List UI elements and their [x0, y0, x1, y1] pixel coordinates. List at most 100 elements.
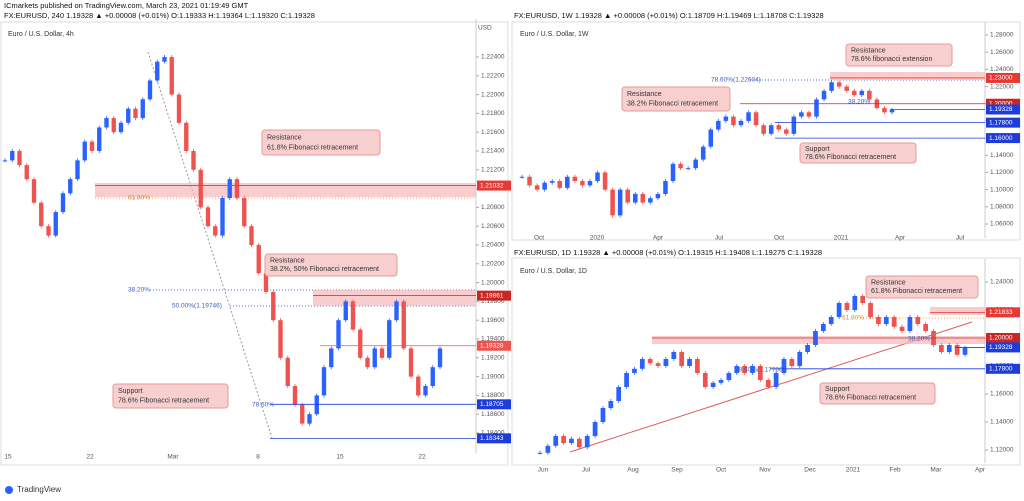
price-label: 1.20000	[989, 100, 1013, 107]
price-label: 1.19328	[480, 342, 504, 349]
price-label-bg	[986, 117, 1020, 128]
chart-header: FX:EURUSD, 240 1.19328 ▲ +0.00008 (+0.01…	[4, 11, 315, 20]
y-tick-label: 1.28000	[990, 32, 1014, 39]
x-tick-label: 22	[418, 454, 426, 461]
fib-label: 38.20%	[908, 336, 930, 343]
candle	[829, 82, 834, 91]
candle	[671, 352, 677, 360]
candle	[542, 182, 547, 190]
candle	[746, 112, 751, 121]
candle	[198, 169, 203, 208]
y-tick-label: 1.22200	[481, 72, 505, 79]
candle	[773, 373, 779, 388]
candle	[576, 438, 582, 448]
candle	[679, 352, 685, 367]
candle	[350, 301, 356, 330]
candle	[321, 367, 327, 396]
annotation-title: Resistance	[627, 91, 662, 98]
y-tick-label: 1.19000	[481, 373, 505, 380]
fib-label: 61.80%	[842, 315, 864, 322]
candle	[670, 163, 676, 182]
x-tick-label: 2021	[834, 235, 849, 242]
price-label: 1.21032	[480, 182, 504, 189]
candle	[791, 116, 797, 134]
y-tick-label: 1.20000	[481, 279, 505, 286]
candle	[314, 395, 319, 415]
candle	[883, 317, 889, 325]
y-tick-label: 1.18600	[481, 411, 505, 418]
candle	[587, 181, 593, 186]
y-tick-label: 1.21800	[481, 110, 505, 117]
candle	[557, 181, 563, 188]
y-tick-label: 1.26000	[990, 49, 1014, 56]
y-tick-label: 1.12000	[990, 169, 1014, 176]
candle	[147, 80, 153, 100]
candle	[600, 408, 606, 423]
y-tick-label: 1.20800	[481, 204, 505, 211]
candle	[2, 160, 8, 162]
candle	[336, 320, 341, 349]
annotation-box	[845, 43, 953, 67]
candle	[851, 90, 857, 96]
x-tick-label: Jun	[538, 467, 549, 474]
candle	[437, 348, 443, 368]
candle	[776, 125, 781, 130]
candle	[111, 118, 116, 133]
annotation-box	[112, 383, 229, 409]
candle	[716, 120, 721, 130]
x-tick-label: Mar	[167, 454, 179, 461]
candle	[118, 122, 124, 133]
y-tick-label: 1.24000	[990, 279, 1014, 286]
candle	[820, 324, 826, 332]
candle	[68, 179, 73, 194]
price-label: 1.17800	[989, 119, 1013, 126]
fib-label: 61.80%	[128, 195, 150, 202]
candle	[343, 301, 348, 321]
x-tick-label: Apr	[653, 235, 664, 242]
price-label-bg	[986, 104, 1020, 115]
annotation-box	[621, 86, 731, 112]
annotation-title: Support	[805, 146, 830, 153]
chart-header: FX:EURUSD, 1D 1.19328 ▲ +0.00008 (+0.01%…	[514, 248, 822, 257]
candle	[868, 303, 873, 318]
candle	[401, 301, 406, 349]
panel	[511, 21, 1021, 241]
x-tick-label: Aug	[627, 467, 639, 474]
x-tick-label: 15	[336, 454, 344, 461]
annotation-title: Support	[825, 386, 850, 393]
zone	[830, 72, 985, 80]
price-label: 1.19328	[989, 106, 1013, 113]
candle	[828, 317, 834, 325]
candle	[781, 359, 787, 374]
candle	[761, 125, 766, 134]
candle	[726, 373, 732, 381]
candle	[915, 317, 921, 325]
candle	[292, 385, 298, 405]
price-label-bg	[986, 363, 1020, 374]
candle	[693, 159, 698, 169]
candle	[285, 357, 290, 386]
panel	[0, 21, 509, 466]
candle	[821, 90, 827, 100]
fib-trend-line	[147, 51, 273, 439]
candle	[256, 244, 261, 274]
candle	[545, 445, 551, 453]
candle	[104, 118, 109, 128]
fib-label: 78.60%(1.17706)	[735, 367, 785, 374]
candle	[876, 317, 881, 325]
candle	[946, 345, 952, 353]
candle	[126, 108, 131, 123]
x-tick-label: Jul	[956, 235, 965, 242]
y-tick-label: 1.19600	[481, 317, 505, 324]
annotation-title: Resistance	[270, 257, 305, 264]
candle	[882, 108, 887, 113]
candle	[553, 436, 559, 446]
fib-label: 38.20%	[128, 287, 150, 294]
candle	[89, 141, 95, 151]
candle	[537, 452, 543, 454]
candle	[860, 296, 866, 304]
candle	[859, 90, 865, 96]
candle	[617, 189, 623, 216]
candle	[140, 99, 145, 119]
price-label-bg	[986, 133, 1020, 144]
